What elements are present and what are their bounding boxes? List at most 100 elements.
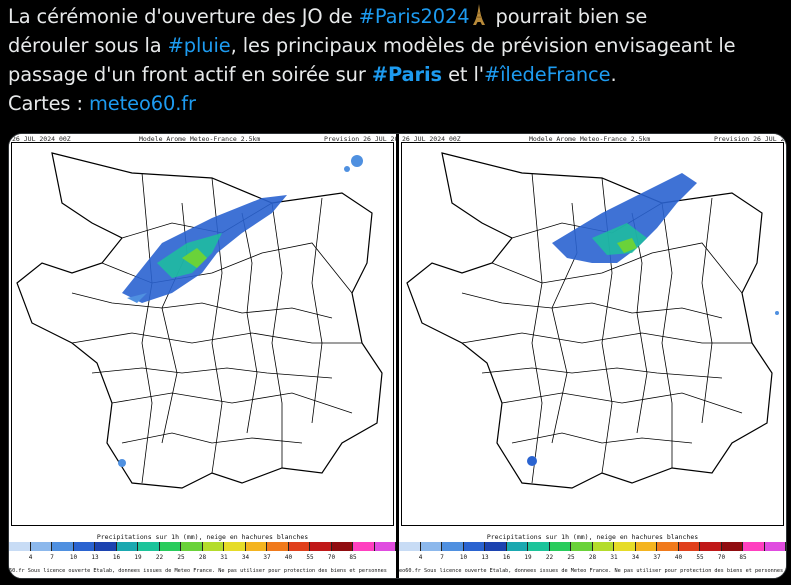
hashtag-pluie[interactable]: #pluie xyxy=(167,34,231,57)
colorbar-tick-label: 10 xyxy=(69,554,78,561)
colorbar xyxy=(9,542,396,551)
tweet-text-segment: La cérémonie d'ouverture des JO de xyxy=(8,5,359,28)
colorbar-swatch xyxy=(95,542,117,551)
tweet-text-segment: . xyxy=(610,63,617,86)
colorbar-swatch xyxy=(528,542,550,551)
colorbar-tick-label: 7 xyxy=(440,554,444,561)
tweet-text-segment: pourrait bien se xyxy=(489,5,648,28)
map-plot xyxy=(401,142,784,526)
map-header-forecast: Prevision 26 JUL 20 xyxy=(714,135,787,143)
colorbar-swatch xyxy=(549,542,571,551)
colorbar-swatch xyxy=(331,542,353,551)
colorbar-tick-label: 16 xyxy=(502,554,511,561)
map-plot xyxy=(11,142,394,526)
eiffel-tower-icon xyxy=(473,4,486,25)
hashtag-paris[interactable]: #Paris xyxy=(371,63,442,86)
tweet-line-4: Cartes : meteo60.fr xyxy=(8,89,783,118)
tweet-media[interactable]: 26 JUL 2024 00Z Modele Arome Meteo-Franc… xyxy=(8,133,787,579)
colorbar-tick-label: 40 xyxy=(674,554,683,561)
colorbar-tick-label: 70 xyxy=(717,554,726,561)
precipitation-band xyxy=(118,155,363,467)
map-header-model: Modele Arome Meteo-France 2.5km xyxy=(529,135,651,143)
map-footer: eo60.fr Sous licence ouverte Etalab, don… xyxy=(399,568,784,574)
tweet-text-segment: passage d'un front actif en soirée sur xyxy=(8,63,372,86)
map-header-forecast: Prevision 26 JUL 20 xyxy=(324,135,399,143)
colorbar-tick-label: 55 xyxy=(306,554,314,561)
colorbar-swatch xyxy=(310,542,332,551)
colorbar-swatch xyxy=(463,542,485,551)
colorbar-tick-label: 34 xyxy=(241,554,250,561)
colorbar-swatch xyxy=(700,542,722,551)
colorbar-swatch xyxy=(657,542,679,551)
colorbar-tick-label: 25 xyxy=(177,554,185,561)
colorbar-ticks: 4 7 10 13 16 19 22 25 28 31 34 37 40 55 70 85 xyxy=(399,554,786,562)
colorbar-swatch xyxy=(353,542,375,551)
colorbar-tick-label: 37 xyxy=(653,554,661,561)
cartes-label: Cartes : xyxy=(8,92,89,115)
colorbar-swatch xyxy=(506,542,528,551)
colorbar-swatch xyxy=(571,542,593,551)
colorbar-tick-label: 7 xyxy=(50,554,54,561)
colorbar-tick-label: 25 xyxy=(567,554,575,561)
colorbar-tick-label: 28 xyxy=(588,554,597,561)
colorbar-tick-label: 37 xyxy=(263,554,271,561)
colorbar-tick-label: 85 xyxy=(739,554,747,561)
colorbar-tick-label: 13 xyxy=(91,554,99,561)
colorbar-swatch xyxy=(288,542,310,551)
colorbar-swatch xyxy=(73,542,95,551)
tweet-text: La cérémonie d'ouverture des JO de #Pari… xyxy=(8,2,783,118)
map-header-run: 26 JUL 2024 00Z xyxy=(402,135,461,143)
colorbar-tick-label: 19 xyxy=(134,554,142,561)
colorbar-tick-label: 19 xyxy=(524,554,532,561)
france-precip-map xyxy=(16,152,383,489)
colorbar-swatch xyxy=(116,542,138,551)
colorbar-tick-label: 34 xyxy=(631,554,640,561)
map-header-run: 26 JUL 2024 00Z xyxy=(12,135,71,143)
tweet-text-segment: , les principaux modèles de prévision en… xyxy=(230,34,736,57)
colorbar-swatch xyxy=(764,542,786,551)
colorbar-tick-label: 22 xyxy=(155,554,164,561)
tweet-line-1: La cérémonie d'ouverture des JO de #Pari… xyxy=(8,2,783,31)
department-borders xyxy=(406,152,773,489)
colorbar xyxy=(399,542,786,551)
forecast-map-right[interactable]: 26 JUL 2024 00Z Modele Arome Meteo-Franc… xyxy=(399,134,786,578)
hashtag-paris2024[interactable]: #Paris2024 xyxy=(358,5,470,28)
colorbar-tick-label: 22 xyxy=(545,554,554,561)
department-borders xyxy=(16,152,383,489)
colorbar-swatch xyxy=(52,542,74,551)
colorbar-swatch xyxy=(202,542,224,551)
hashtag-iledefrance[interactable]: #îledeFrance xyxy=(483,63,611,86)
precipitation-band xyxy=(527,173,779,466)
colorbar-tick-label: 13 xyxy=(481,554,489,561)
colorbar-tick-label: 31 xyxy=(610,554,618,561)
colorbar-swatch xyxy=(245,542,267,551)
colorbar-swatch xyxy=(743,542,765,551)
colorbar-swatch xyxy=(420,542,442,551)
colorbar-title: Precipitations sur 1h (mm), neige en hac… xyxy=(486,533,699,541)
colorbar-swatch xyxy=(138,542,160,551)
colorbar-swatch xyxy=(30,542,52,551)
colorbar-title: Precipitations sur 1h (mm), neige en hac… xyxy=(96,533,309,541)
colorbar-swatch xyxy=(9,542,31,551)
tweet-text-segment: et l' xyxy=(442,63,484,86)
meteo60-link[interactable]: meteo60.fr xyxy=(89,92,196,115)
colorbar-swatch xyxy=(442,542,464,551)
colorbar-swatch xyxy=(721,542,743,551)
tweet-line-2: dérouler sous la #pluie, les principaux … xyxy=(8,31,783,60)
colorbar-swatch xyxy=(224,542,246,551)
colorbar-swatch xyxy=(267,542,289,551)
colorbar-tick-label: 55 xyxy=(696,554,704,561)
forecast-map-left[interactable]: 26 JUL 2024 00Z Modele Arome Meteo-Franc… xyxy=(9,134,399,578)
colorbar-tick-label: 4 xyxy=(28,554,33,561)
colorbar-swatch xyxy=(159,542,181,551)
colorbar-swatch xyxy=(399,542,421,551)
colorbar-swatch xyxy=(635,542,657,551)
colorbar-swatch xyxy=(678,542,700,551)
colorbar-swatch xyxy=(485,542,507,551)
colorbar-tick-label: 70 xyxy=(327,554,336,561)
map-footer: 60.fr Sous licence ouverte Etalab, donne… xyxy=(9,568,387,574)
colorbar-ticks: 4 7 10 13 16 19 22 25 28 31 34 37 40 55 70 85 xyxy=(9,554,396,562)
france-precip-map xyxy=(406,152,779,489)
colorbar-swatch xyxy=(181,542,203,551)
colorbar-tick-label: 4 xyxy=(418,554,423,561)
